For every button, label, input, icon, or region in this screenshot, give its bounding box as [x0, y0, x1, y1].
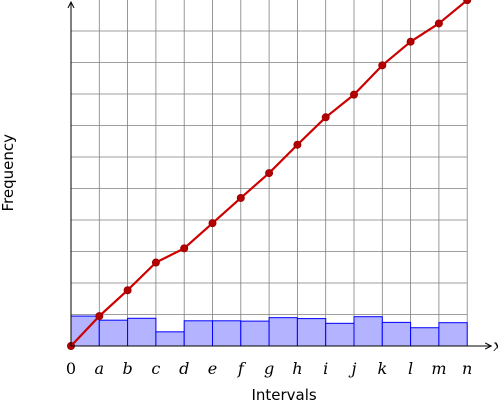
x-tick-label: d	[179, 359, 189, 378]
x-tick-label: i	[323, 359, 328, 378]
line-series	[67, 0, 472, 350]
x-tick-label: m	[431, 359, 446, 378]
x-tick-label: l	[408, 359, 413, 378]
bar	[296, 318, 327, 347]
x-tick-label: a	[95, 359, 105, 378]
data-point	[463, 0, 472, 5]
data-point	[180, 244, 189, 253]
x-tick-label: e	[208, 359, 217, 378]
data-point	[95, 312, 104, 321]
data-point	[236, 193, 245, 202]
axes	[71, 2, 491, 346]
bar	[240, 320, 270, 347]
x-axis-variable-label: x	[493, 336, 498, 355]
bar	[410, 327, 440, 347]
data-point	[378, 61, 387, 70]
x-tick-label: j	[349, 359, 357, 378]
data-point	[293, 140, 302, 149]
grid	[71, 0, 468, 346]
bar	[127, 317, 157, 347]
y-axis-title: Frequency	[0, 134, 17, 212]
bar	[155, 331, 185, 347]
bar	[183, 320, 213, 347]
x-tick-label: b	[122, 359, 132, 378]
bar	[353, 316, 383, 347]
origin-tick-label: 0	[66, 359, 76, 378]
bar	[212, 320, 242, 347]
bar	[325, 322, 355, 347]
data-point	[151, 258, 160, 267]
data-point	[406, 37, 415, 46]
x-tick-label: f	[237, 359, 247, 378]
x-axis-title: Intervals	[251, 386, 316, 404]
data-point	[265, 169, 274, 178]
data-point	[349, 90, 358, 99]
data-point	[434, 19, 443, 28]
data-point	[208, 219, 217, 228]
x-tick-label: c	[151, 359, 160, 378]
x-tick-label: n	[462, 359, 472, 378]
x-tick-label: k	[377, 359, 387, 378]
data-point	[123, 286, 132, 295]
x-tick-label: g	[264, 359, 274, 378]
bar	[381, 321, 412, 347]
bar	[98, 319, 129, 347]
x-tick-label: h	[292, 359, 302, 378]
bar	[268, 317, 298, 347]
data-point	[321, 113, 330, 122]
bar-series	[70, 315, 468, 347]
bar	[438, 322, 468, 347]
